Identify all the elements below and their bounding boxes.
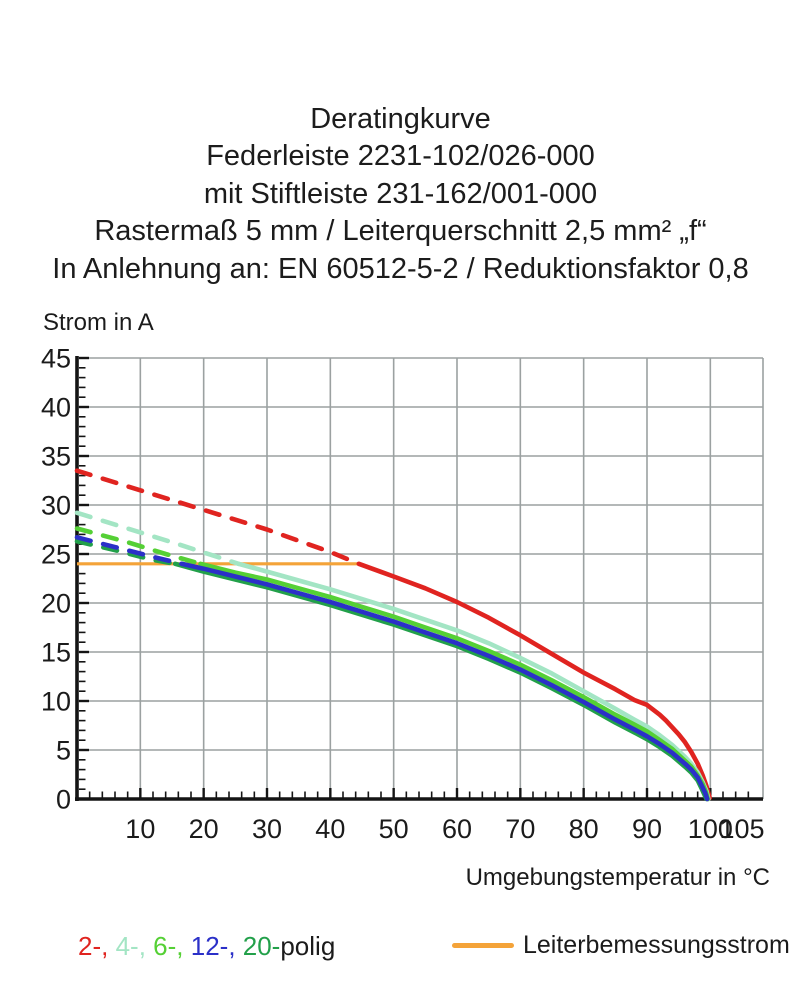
x-tick-label: 40 xyxy=(315,814,345,844)
x-tick-label: 80 xyxy=(569,814,599,844)
y-tick-label: 30 xyxy=(41,491,71,521)
title-line-3: mit Stiftleiste 231-162/001-000 xyxy=(203,177,598,210)
title-line-5: In Anlehnung an: EN 60512-5-2 / Reduktio… xyxy=(52,252,749,285)
x-tick-label: 30 xyxy=(252,814,282,844)
legend-pole-label: 4-, xyxy=(115,931,154,961)
x-axis-title: Umgebungstemperatur in °C xyxy=(465,864,770,891)
title-line-4: Rastermaß 5 mm / Leiterquerschnitt 2,5 m… xyxy=(94,215,707,248)
curve-12-polig xyxy=(74,535,710,802)
rated-current-label: Leiterbemessungsstrom xyxy=(523,931,790,959)
grid-lines xyxy=(77,357,764,799)
chart-title-block: Deratingkurve Federleiste 2231-102/026-0… xyxy=(0,101,801,288)
axes xyxy=(75,356,763,801)
legend-pole-label: 6-, xyxy=(153,931,191,961)
x-tick-label: 90 xyxy=(632,814,662,844)
x-tick-label: 60 xyxy=(442,814,472,844)
legend-pole-label: 12-, xyxy=(190,931,243,961)
x-tick-label: 20 xyxy=(189,814,219,844)
curve-6-polig xyxy=(74,526,711,802)
title-line-1: Deratingkurve xyxy=(310,103,491,135)
derating-chart: 0 5 10 15 20 25 30 35 40 45 10 20 30 40 50 60 70 80 90 1001… xyxy=(41,344,765,845)
y-tick-label: 10 xyxy=(41,687,71,717)
tick-labels: 0 5 10 15 20 25 30 35 40 45 10 20 30 40 50 60 70 80 90 1001… xyxy=(41,344,765,845)
y-axis-title: Strom in A xyxy=(43,309,154,336)
y-tick-label: 25 xyxy=(41,540,71,570)
x-tick-label: 105 xyxy=(719,814,764,844)
x-tick-label: 100 xyxy=(688,814,733,844)
x-tick-label: 50 xyxy=(379,814,409,844)
y-tick-label: 15 xyxy=(41,638,71,668)
title-line-2: Federleiste 2231-102/026-000 xyxy=(206,140,595,173)
legend-pole-counts: 2-, 4-, 6-, 12-, 20-polig xyxy=(78,931,335,962)
legend-rated-current: Leiterbemessungsstrom xyxy=(452,931,790,960)
y-tick-label: 45 xyxy=(41,344,71,374)
curve-20-polig xyxy=(74,539,709,802)
y-tick-label: 40 xyxy=(41,393,71,423)
x-tick-label: 10 xyxy=(125,814,155,844)
y-tick-label: 20 xyxy=(41,589,71,619)
curve-2-polig xyxy=(74,468,713,801)
y-tick-label: 35 xyxy=(41,442,71,472)
rated-current-line-swatch xyxy=(452,943,514,948)
legend-pole-label: 2-, xyxy=(78,931,116,961)
y-tick-label: 5 xyxy=(56,736,71,766)
y-tick-label: 0 xyxy=(56,785,71,815)
curve-4-polig xyxy=(74,510,711,802)
legend-pole-suffix: polig xyxy=(280,931,336,961)
x-tick-label: 70 xyxy=(505,814,535,844)
legend-pole-label: 20- xyxy=(242,931,281,961)
